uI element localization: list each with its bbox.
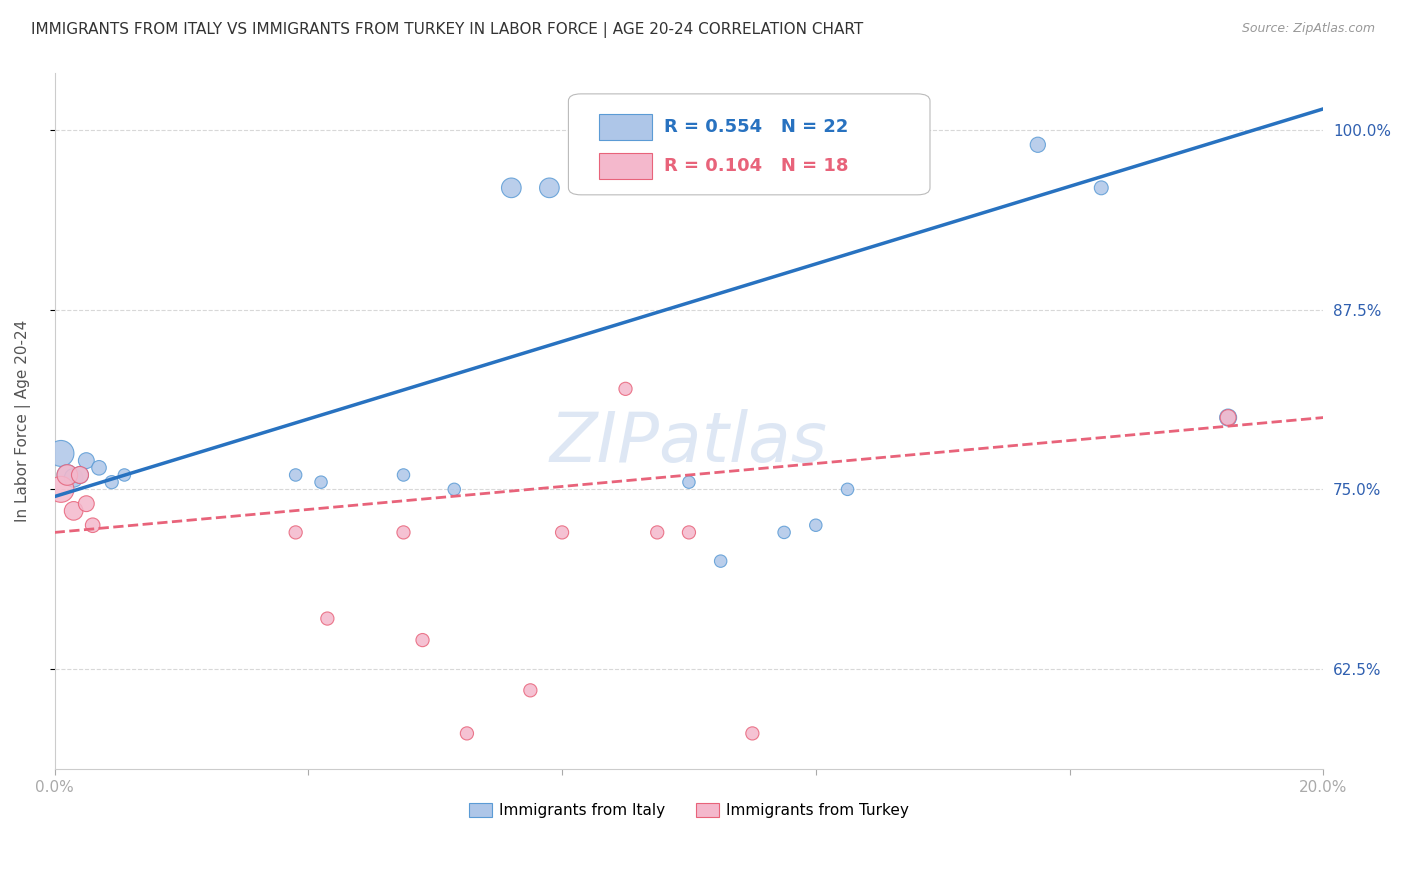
Point xyxy=(75,453,97,467)
Point xyxy=(49,446,72,460)
Point xyxy=(501,181,523,195)
Point xyxy=(678,475,700,490)
Point xyxy=(804,518,827,533)
Point xyxy=(1090,181,1112,195)
Text: Source: ZipAtlas.com: Source: ZipAtlas.com xyxy=(1241,22,1375,36)
Point xyxy=(112,467,135,482)
Point xyxy=(1026,137,1049,152)
Point xyxy=(392,525,415,540)
Point xyxy=(392,467,415,482)
Legend: Immigrants from Italy, Immigrants from Turkey: Immigrants from Italy, Immigrants from T… xyxy=(463,797,915,824)
Point xyxy=(1216,410,1239,425)
Point xyxy=(710,554,733,568)
Point xyxy=(100,475,122,490)
Point xyxy=(75,497,97,511)
Point xyxy=(87,460,110,475)
Point xyxy=(56,467,79,482)
Bar xyxy=(599,153,652,179)
Point xyxy=(69,467,91,482)
Point xyxy=(69,467,91,482)
Point xyxy=(284,467,307,482)
Point xyxy=(443,483,465,497)
Point xyxy=(614,382,637,396)
Point xyxy=(519,683,541,698)
Point xyxy=(309,475,332,490)
Y-axis label: In Labor Force | Age 20-24: In Labor Force | Age 20-24 xyxy=(15,320,31,523)
Text: R = 0.104   N = 18: R = 0.104 N = 18 xyxy=(664,157,848,175)
Point xyxy=(49,483,72,497)
Point xyxy=(837,483,859,497)
Point xyxy=(62,504,84,518)
Point xyxy=(538,181,561,195)
FancyBboxPatch shape xyxy=(568,94,929,194)
Point xyxy=(551,525,574,540)
Point xyxy=(1216,410,1239,425)
Point xyxy=(56,467,79,482)
Point xyxy=(412,633,434,648)
Point xyxy=(62,471,84,485)
Point xyxy=(678,525,700,540)
Point xyxy=(456,726,478,740)
Point xyxy=(284,525,307,540)
Point xyxy=(773,525,796,540)
Point xyxy=(645,525,668,540)
Bar xyxy=(599,113,652,140)
Point xyxy=(316,611,339,625)
Text: IMMIGRANTS FROM ITALY VS IMMIGRANTS FROM TURKEY IN LABOR FORCE | AGE 20-24 CORRE: IMMIGRANTS FROM ITALY VS IMMIGRANTS FROM… xyxy=(31,22,863,38)
Point xyxy=(82,518,104,533)
Point xyxy=(741,726,763,740)
Text: R = 0.554   N = 22: R = 0.554 N = 22 xyxy=(664,118,848,136)
Text: ZIPatlas: ZIPatlas xyxy=(550,409,828,475)
